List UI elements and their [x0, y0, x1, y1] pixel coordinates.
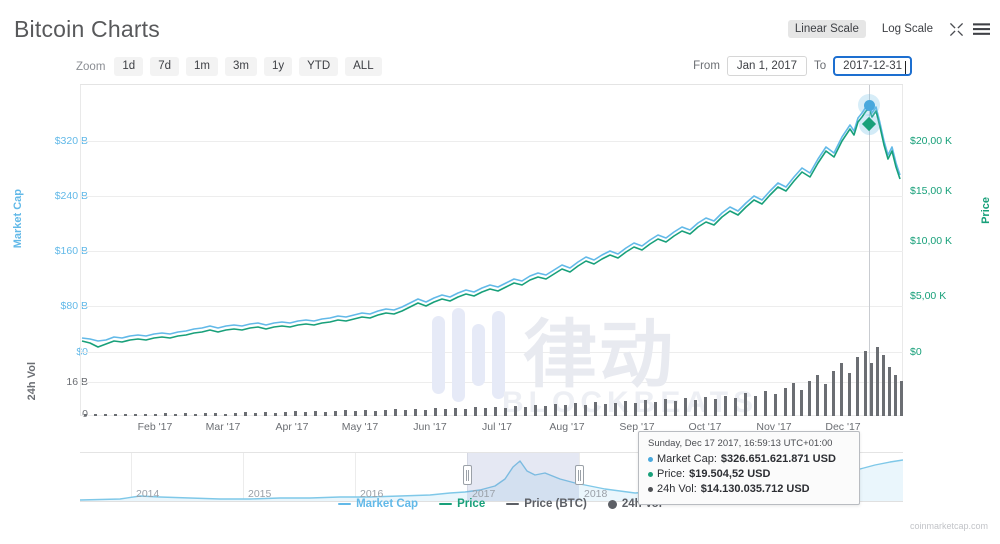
zoom-button-ytd[interactable]: YTD [299, 57, 339, 76]
market-cap-axis-title: Market Cap [12, 189, 24, 249]
tooltip-value-market-cap: $326.651.621.871 USD [720, 453, 836, 465]
zoom-button-all[interactable]: ALL [345, 57, 382, 76]
legend-item-price-btc[interactable]: Price (BTC) [506, 498, 587, 510]
zoom-button-1d[interactable]: 1d [114, 57, 144, 76]
scale-controls: Linear Scale Log Scale [787, 20, 990, 38]
x-tick-mar: Mar '17 [205, 421, 241, 433]
legend-item-market-cap[interactable]: Market Cap [338, 498, 418, 510]
x-tick-aug: Aug '17 [549, 421, 585, 433]
navigator-selected-range[interactable] [467, 453, 579, 502]
navigator-baseline [80, 501, 903, 502]
market-cap-line [81, 104, 901, 342]
y-tick-mc-320: $320 B [54, 135, 88, 147]
x-tick-apr: Apr '17 [275, 421, 309, 433]
x-tick-sep: Sep '17 [619, 421, 655, 433]
chart-tooltip: Sunday, Dec 17 2017, 16:59:13 UTC+01:00 … [638, 431, 860, 505]
y-tick-price-5k: $5,00 K [910, 290, 947, 302]
navigator-handle-left[interactable] [463, 465, 472, 485]
legend-label-price: Price [457, 498, 486, 510]
nav-gridline-2015 [243, 453, 244, 502]
tooltip-dot-price [648, 472, 653, 477]
tooltip-value-volume: $14.130.035.712 USD [700, 483, 810, 495]
chart-container: Market Cap 24h Vol Price $320 B $240 B $… [0, 84, 1000, 544]
legend-swatch-price-btc [506, 502, 520, 506]
price-line [81, 108, 901, 348]
fullscreen-icon[interactable] [949, 22, 964, 37]
volume-axis-title: 24h Vol [26, 362, 38, 401]
y-tick-mc-80: $80 B [60, 300, 88, 312]
tooltip-row-volume: 24h Vol: $14.130.035.712 USD [648, 482, 851, 497]
tooltip-row-price: Price: $19.504,52 USD [648, 467, 851, 482]
gridline-1 [80, 141, 903, 142]
to-date-input[interactable]: 2017-12-31 [833, 56, 912, 76]
y-tick-price-0: $0 [910, 346, 922, 358]
linear-scale-button[interactable]: Linear Scale [787, 20, 866, 38]
log-scale-button[interactable]: Log Scale [881, 23, 933, 35]
crosshair-line [869, 85, 870, 416]
volume-bars [84, 347, 903, 416]
gridline-vol-1 [80, 382, 903, 383]
tooltip-dot-volume [648, 487, 653, 492]
nav-year-2014: 2014 [136, 488, 160, 500]
y-tick-vol-16: 16 B [66, 376, 88, 388]
legend-label-market-cap: Market Cap [356, 498, 419, 510]
y-tick-mc-160: $160 B [54, 245, 88, 257]
left-axis-line [80, 85, 81, 416]
to-label: To [814, 60, 827, 72]
gridline-3 [80, 251, 903, 252]
tooltip-date: Sunday, Dec 17 2017, 16:59:13 UTC+01:00 [648, 438, 833, 449]
price-axis-title: Price [980, 197, 992, 224]
zoom-button-1y[interactable]: 1y [263, 57, 293, 76]
page-title: Bitcoin Charts [14, 16, 160, 42]
x-tick-may: May '17 [341, 421, 379, 433]
gridline-5 [80, 352, 903, 353]
legend-label-price-btc: Price (BTC) [524, 498, 587, 510]
plot-area[interactable]: 律动 BLOCKBEATS [80, 84, 903, 419]
zoom-button-7d[interactable]: 7d [150, 57, 179, 76]
from-label: From [693, 60, 720, 72]
from-date-input[interactable]: Jan 1, 2017 [726, 56, 808, 76]
tooltip-dot-market-cap [648, 457, 653, 462]
zoom-label: Zoom [76, 60, 106, 73]
source-credit: coinmarketcap.com [909, 521, 988, 531]
date-range-controls: From Jan 1, 2017 To 2017-12-31 [693, 56, 912, 76]
gridline-vol-0 [80, 415, 903, 416]
chart-series-svg [81, 104, 903, 416]
x-tick-feb: Feb '17 [137, 421, 173, 433]
nav-gridline-2014 [131, 453, 132, 502]
tooltip-key-market-cap: Market Cap: [657, 453, 717, 465]
x-tick-nov: Nov '17 [756, 421, 792, 433]
zoom-range-selector: Zoom 1d 7d 1m 3m 1y YTD ALL [76, 57, 382, 76]
y-tick-price-10k: $10,00 K [910, 235, 953, 247]
nav-year-2016: 2016 [360, 488, 384, 500]
nav-year-2017: 2017 [472, 488, 496, 500]
tooltip-key-price: Price: [657, 468, 686, 480]
gridline-2 [80, 196, 903, 197]
right-axis-line [902, 85, 903, 416]
tooltip-value-price: $19.504,52 USD [689, 468, 771, 480]
x-tick-jun: Jun '17 [413, 421, 447, 433]
zoom-button-3m[interactable]: 3m [224, 57, 257, 76]
y-tick-price-20k: $20,00 K [910, 135, 953, 147]
hamburger-menu-icon[interactable] [973, 22, 990, 36]
legend-swatch-24h-vol [607, 499, 617, 509]
tooltip-row-market-cap: Market Cap: $326.651.621.871 USD [648, 452, 851, 467]
nav-year-2015: 2015 [248, 488, 272, 500]
legend-item-price[interactable]: Price [439, 498, 485, 510]
nav-year-2018: 2018 [584, 488, 608, 500]
market-cap-highlight-marker[interactable] [864, 100, 875, 111]
x-tick-jul: Jul '17 [481, 421, 513, 433]
tooltip-key-volume: 24h Vol: [657, 483, 697, 495]
y-tick-price-15k: $15,00 K [910, 185, 953, 197]
gridline-4 [80, 306, 903, 307]
legend-swatch-market-cap [338, 502, 352, 506]
navigator-handle-right[interactable] [575, 465, 584, 485]
legend-swatch-price [439, 502, 453, 506]
zoom-button-1m[interactable]: 1m [186, 57, 218, 76]
x-tick-oct: Oct '17 [688, 421, 722, 433]
nav-gridline-2016 [355, 453, 356, 502]
y-tick-mc-240: $240 B [54, 190, 88, 202]
x-tick-dec: Dec '17 [825, 421, 861, 433]
